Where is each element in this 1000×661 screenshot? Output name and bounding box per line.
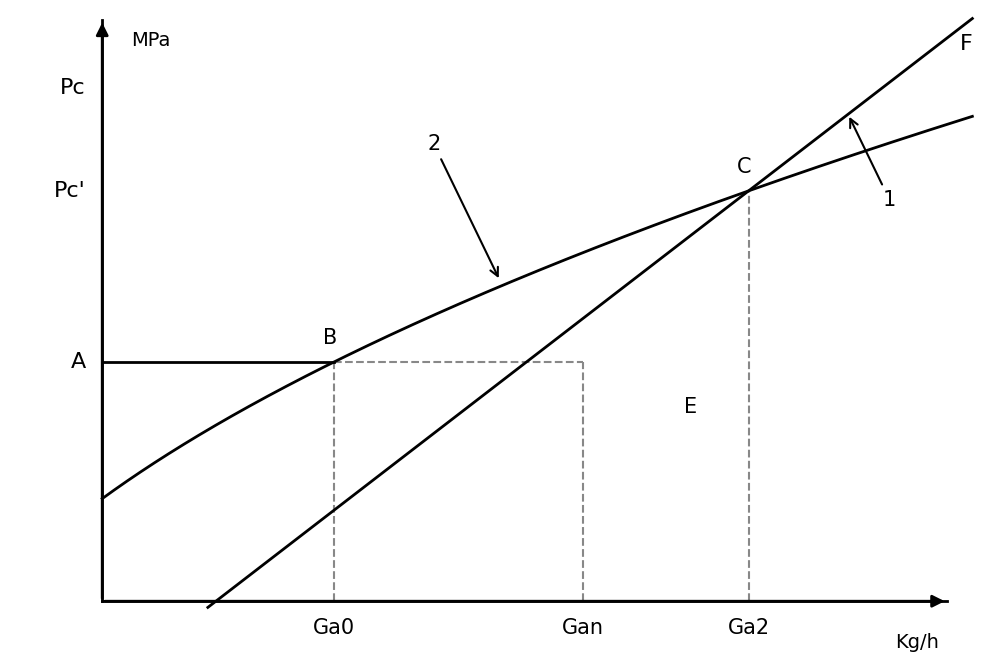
Text: MPa: MPa [131,31,171,50]
Text: A: A [70,352,86,372]
Text: Kg/h: Kg/h [895,633,939,652]
Text: Ga0: Ga0 [313,618,355,639]
Text: Pc: Pc [60,78,86,98]
Text: Pc': Pc' [54,181,86,201]
Text: 2: 2 [427,134,498,276]
Text: Gan: Gan [562,618,604,639]
Text: C: C [737,157,752,176]
Text: E: E [684,397,697,418]
Text: B: B [323,328,337,348]
Text: 1: 1 [850,119,896,210]
Text: Ga2: Ga2 [728,618,770,639]
Text: F: F [960,34,973,54]
